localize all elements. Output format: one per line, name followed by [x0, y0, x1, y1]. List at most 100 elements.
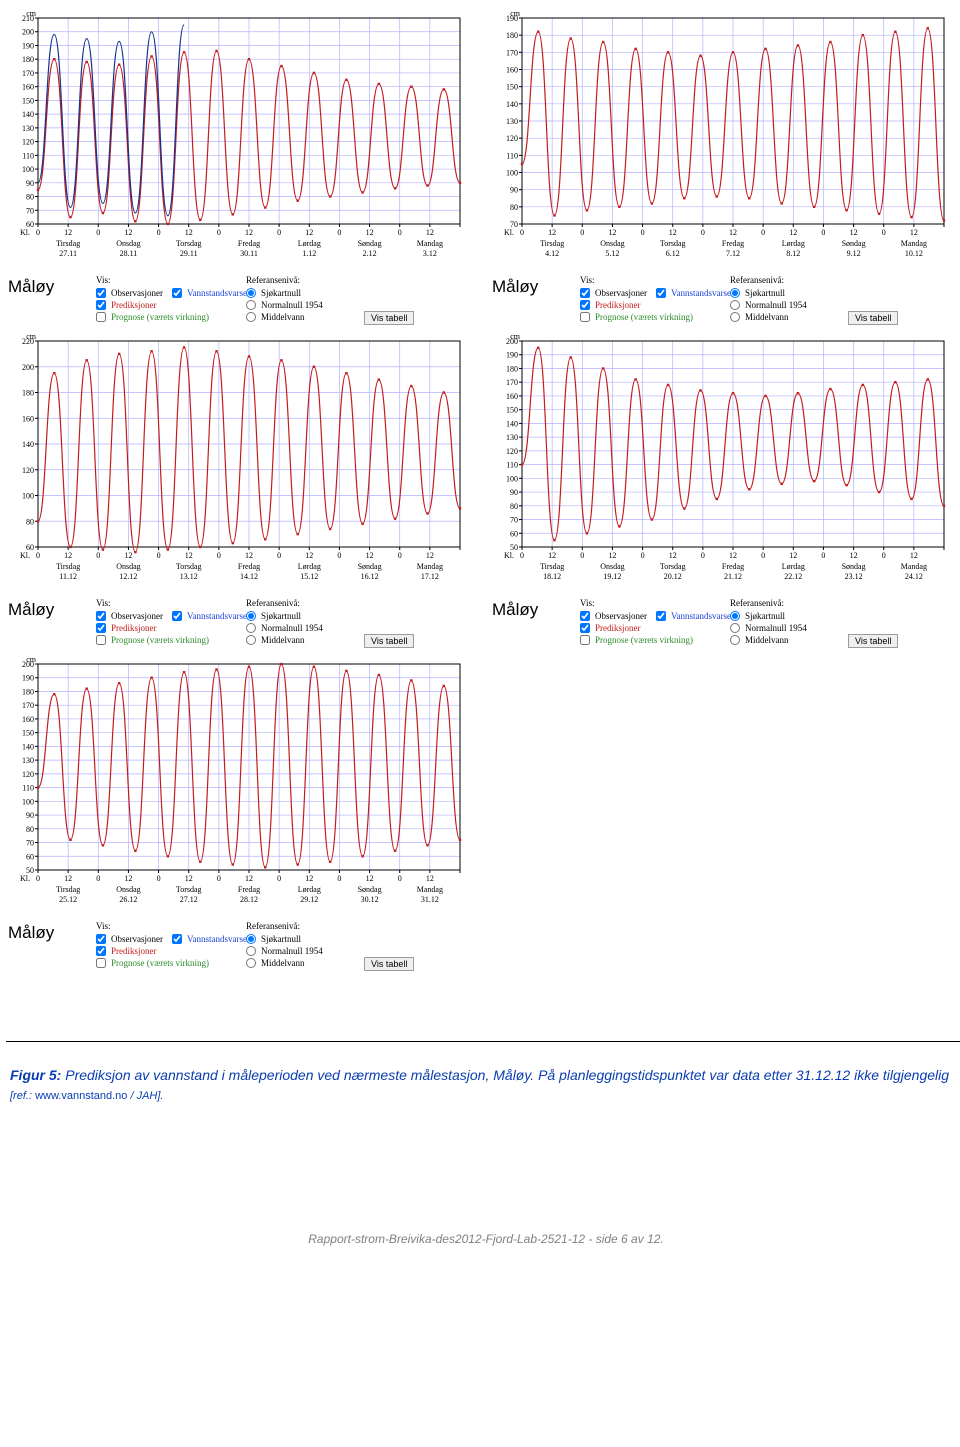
svg-text:20.12: 20.12	[664, 572, 682, 581]
checkbox-vannstandsvarsel[interactable]	[172, 611, 182, 621]
checkbox-prediksjoner[interactable]	[96, 623, 106, 633]
svg-text:12: 12	[366, 874, 374, 883]
checkbox-vannstandsvarsel[interactable]	[172, 288, 182, 298]
label-sjokartnull: Sjøkartnull	[261, 288, 301, 298]
svg-text:12: 12	[669, 228, 677, 237]
label-middelvann: Middelvann	[261, 312, 305, 322]
svg-text:0: 0	[277, 228, 281, 237]
label-normalnull: Normalnull 1954	[745, 623, 807, 633]
svg-text:120: 120	[506, 134, 518, 143]
caption-text: Figur 5: Prediksjon av vannstand i målep…	[10, 1066, 960, 1104]
checkbox-prognose[interactable]	[96, 312, 106, 322]
checkbox-prognose[interactable]	[580, 312, 590, 322]
radio-middelvann[interactable]	[246, 312, 256, 322]
label-vannstandsvarsel: Vannstandsvarsel	[187, 934, 250, 944]
label-normalnull: Normalnull 1954	[261, 946, 323, 956]
svg-text:23.12: 23.12	[845, 572, 863, 581]
vis-tabell-button[interactable]: Vis tabell	[364, 634, 414, 648]
radio-normalnull[interactable]	[246, 623, 256, 633]
radio-middelvann[interactable]	[246, 958, 256, 968]
svg-text:0: 0	[821, 228, 825, 237]
checkbox-vannstandsvarsel[interactable]	[656, 288, 666, 298]
svg-text:12: 12	[305, 551, 313, 560]
radio-middelvann[interactable]	[730, 635, 740, 645]
svg-text:0: 0	[277, 874, 281, 883]
svg-text:12.12: 12.12	[119, 572, 137, 581]
svg-text:12: 12	[850, 228, 858, 237]
svg-text:0: 0	[882, 551, 886, 560]
svg-text:Søndag: Søndag	[358, 562, 382, 571]
station-label: Måløy	[6, 275, 96, 297]
checkbox-vannstandsvarsel[interactable]	[172, 934, 182, 944]
svg-text:0: 0	[641, 551, 645, 560]
svg-text:Mandag: Mandag	[417, 562, 443, 571]
referansenivaa-column: Referansenivå: Sjøkartnull Normalnull 19…	[730, 598, 840, 647]
svg-text:Onsdag: Onsdag	[116, 239, 140, 248]
svg-text:0: 0	[337, 874, 341, 883]
svg-text:Tirsdag: Tirsdag	[56, 562, 80, 571]
checkbox-prognose[interactable]	[96, 635, 106, 645]
label-prediksjoner: Prediksjoner	[111, 623, 157, 633]
svg-text:80: 80	[26, 825, 34, 834]
svg-text:0: 0	[337, 228, 341, 237]
svg-text:130: 130	[506, 433, 518, 442]
label-prognose: Prognose (værets virkning)	[111, 635, 209, 645]
svg-text:cm: cm	[510, 9, 521, 18]
ref-header: Referansenivå:	[246, 275, 356, 285]
radio-middelvann[interactable]	[730, 312, 740, 322]
checkbox-prediksjoner[interactable]	[96, 946, 106, 956]
svg-text:12: 12	[124, 874, 132, 883]
svg-text:Kl.: Kl.	[504, 228, 514, 237]
tide-chart: 6080100120140160180200220012012012012012…	[6, 329, 466, 589]
vis-tabell-button[interactable]: Vis tabell	[848, 311, 898, 325]
chart-box: 5060708090100110120130140150160170180190…	[490, 329, 960, 594]
svg-text:12: 12	[124, 551, 132, 560]
svg-text:12: 12	[426, 551, 434, 560]
radio-sjokartnull[interactable]	[246, 288, 256, 298]
checkbox-prognose[interactable]	[580, 635, 590, 645]
radio-normalnull[interactable]	[246, 946, 256, 956]
svg-text:80: 80	[26, 193, 34, 202]
radio-sjokartnull[interactable]	[246, 611, 256, 621]
radio-sjokartnull[interactable]	[246, 934, 256, 944]
ref-header: Referansenivå:	[730, 598, 840, 608]
checkbox-prediksjoner[interactable]	[580, 623, 590, 633]
svg-text:0: 0	[398, 874, 402, 883]
svg-text:12: 12	[245, 228, 253, 237]
svg-text:0: 0	[821, 551, 825, 560]
svg-text:190: 190	[22, 41, 34, 50]
vis-tabell-button[interactable]: Vis tabell	[364, 957, 414, 971]
radio-normalnull[interactable]	[730, 300, 740, 310]
radio-normalnull[interactable]	[246, 300, 256, 310]
svg-text:Torsdag: Torsdag	[660, 239, 686, 248]
checkbox-observasjoner[interactable]	[96, 934, 106, 944]
vis-header: Vis:	[580, 598, 730, 608]
chart-controls: Måløy Vis: Observasjoner Vannstandsvarse…	[490, 275, 960, 325]
checkbox-observasjoner[interactable]	[580, 288, 590, 298]
checkbox-observasjoner[interactable]	[96, 611, 106, 621]
chart-box: 5060708090100110120130140150160170180190…	[6, 652, 482, 917]
svg-text:Tirsdag: Tirsdag	[56, 239, 80, 248]
label-prognose: Prognose (værets virkning)	[595, 312, 693, 322]
radio-sjokartnull[interactable]	[730, 611, 740, 621]
svg-text:0: 0	[580, 228, 584, 237]
vis-tabell-button[interactable]: Vis tabell	[848, 634, 898, 648]
radio-sjokartnull[interactable]	[730, 288, 740, 298]
checkbox-observasjoner[interactable]	[580, 611, 590, 621]
checkbox-observasjoner[interactable]	[96, 288, 106, 298]
label-prediksjoner: Prediksjoner	[595, 623, 641, 633]
svg-text:200: 200	[22, 28, 34, 37]
checkbox-prognose[interactable]	[96, 958, 106, 968]
checkbox-prediksjoner[interactable]	[580, 300, 590, 310]
svg-text:10.12: 10.12	[905, 249, 923, 258]
checkbox-prediksjoner[interactable]	[96, 300, 106, 310]
radio-normalnull[interactable]	[730, 623, 740, 633]
vis-tabell-button[interactable]: Vis tabell	[364, 311, 414, 325]
svg-text:70: 70	[26, 206, 34, 215]
checkbox-vannstandsvarsel[interactable]	[656, 611, 666, 621]
svg-text:90: 90	[26, 179, 34, 188]
svg-text:7.12: 7.12	[726, 249, 740, 258]
svg-text:150: 150	[22, 729, 34, 738]
svg-text:90: 90	[26, 811, 34, 820]
radio-middelvann[interactable]	[246, 635, 256, 645]
